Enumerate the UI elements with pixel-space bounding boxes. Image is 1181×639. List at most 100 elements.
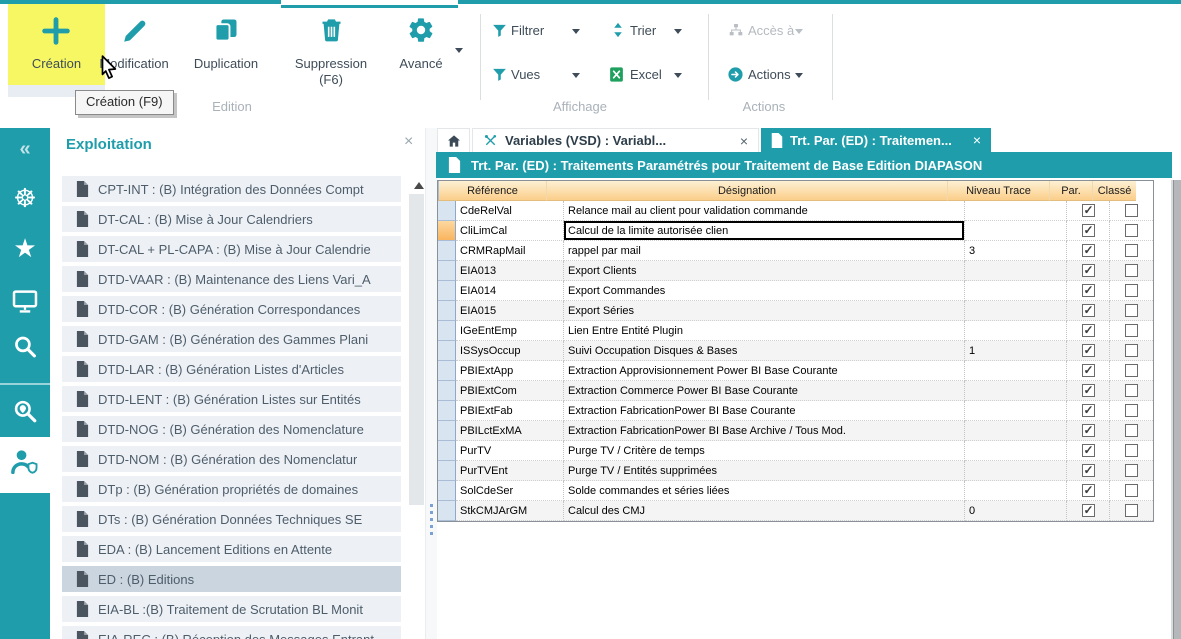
classe-checkbox[interactable] [1125, 404, 1138, 417]
classe-checkbox[interactable] [1125, 244, 1138, 257]
column-header-designation[interactable]: Désignation [547, 181, 948, 201]
cell-par[interactable] [1067, 361, 1110, 381]
collapse-sidebar-button[interactable]: « [19, 138, 31, 160]
suppression-button[interactable]: Suppression (F6) [288, 4, 374, 97]
search-location-icon[interactable] [12, 398, 38, 424]
cell-reference[interactable]: EIA013 [456, 261, 564, 281]
cell-designation[interactable]: Export Séries [564, 301, 965, 321]
cell-niveau-trace[interactable] [965, 281, 1067, 301]
classe-checkbox[interactable] [1125, 484, 1138, 497]
par-checkbox[interactable] [1081, 303, 1095, 317]
creation-button[interactable]: Création [8, 4, 105, 97]
par-checkbox[interactable] [1081, 363, 1095, 377]
row-selector[interactable] [438, 281, 456, 301]
row-selector[interactable] [438, 421, 456, 441]
row-selector[interactable] [438, 381, 456, 401]
cell-reference[interactable]: PBIExtApp [456, 361, 564, 381]
list-item[interactable]: DTD-COR : (B) Génération Correspondances [62, 296, 401, 322]
cell-designation[interactable]: Extraction Approvisionnement Power BI Ba… [564, 361, 965, 381]
cell-niveau-trace[interactable] [965, 301, 1067, 321]
cell-reference[interactable]: CdeRelVal [456, 201, 564, 221]
row-selector[interactable] [438, 261, 456, 281]
cell-classe[interactable] [1110, 361, 1153, 381]
par-checkbox[interactable] [1081, 223, 1095, 237]
classe-checkbox[interactable] [1125, 424, 1138, 437]
scroll-up-arrow[interactable] [414, 182, 424, 189]
list-item[interactable]: DTs : (B) Génération Données Techniques … [62, 506, 401, 532]
par-checkbox[interactable] [1081, 243, 1095, 257]
list-item-selected[interactable]: ED : (B) Editions [62, 566, 401, 592]
row-selector[interactable] [438, 301, 456, 321]
excel-dropdown-caret[interactable] [674, 73, 682, 78]
classe-checkbox[interactable] [1125, 324, 1138, 337]
par-checkbox[interactable] [1081, 463, 1095, 477]
tab-close-icon[interactable]: × [972, 132, 981, 148]
list-item[interactable]: DTD-NOM : (B) Génération des Nomenclatur [62, 446, 401, 472]
cell-reference[interactable]: PurTVEnt [456, 461, 564, 481]
tab-variables[interactable]: Variables (VSD) : Variabl... × [472, 128, 759, 152]
cell-reference[interactable]: IGeEntEmp [456, 321, 564, 341]
excel-button[interactable]: Excel [606, 64, 698, 86]
cell-designation[interactable]: Relance mail au client pour validation c… [564, 201, 965, 221]
tab-close-icon[interactable]: × [739, 132, 748, 149]
cell-reference[interactable]: SolCdeSer [456, 481, 564, 501]
tab-home[interactable] [437, 128, 470, 152]
panel-close-icon[interactable]: × [404, 133, 414, 150]
cell-classe[interactable] [1110, 301, 1153, 321]
row-selector[interactable] [438, 321, 456, 341]
cell-classe[interactable] [1110, 261, 1153, 281]
trier-dropdown-caret[interactable] [674, 29, 682, 34]
classe-checkbox[interactable] [1125, 384, 1138, 397]
filtrer-dropdown-caret[interactable] [572, 29, 580, 34]
list-item[interactable]: DTD-GAM : (B) Génération des Gammes Plan… [62, 326, 401, 352]
cell-classe[interactable] [1110, 321, 1153, 341]
classe-checkbox[interactable] [1125, 224, 1138, 237]
cell-designation[interactable]: Solde commandes et séries liées [564, 481, 965, 501]
cell-classe[interactable] [1110, 421, 1153, 441]
classe-checkbox[interactable] [1125, 204, 1138, 217]
cell-classe[interactable] [1110, 221, 1153, 241]
cell-niveau-trace[interactable]: 3 [965, 241, 1067, 261]
column-header-classe[interactable]: Classé [1093, 181, 1136, 201]
classe-checkbox[interactable] [1125, 264, 1138, 277]
row-selector[interactable] [438, 241, 456, 261]
cell-classe[interactable] [1110, 461, 1153, 481]
cell-niveau-trace[interactable] [965, 401, 1067, 421]
classe-checkbox[interactable] [1125, 304, 1138, 317]
duplication-button[interactable]: Duplication [186, 4, 266, 97]
cell-niveau-trace[interactable] [965, 201, 1067, 221]
cell-reference[interactable]: PBIExtCom [456, 381, 564, 401]
user-security-icon[interactable] [10, 448, 40, 474]
column-header-par[interactable]: Par. [1050, 181, 1093, 201]
cell-par[interactable] [1067, 261, 1110, 281]
favorites-star-icon[interactable]: ★ [13, 234, 37, 264]
row-selector[interactable] [438, 201, 456, 221]
cell-par[interactable] [1067, 201, 1110, 221]
cell-reference[interactable]: CliLimCal [456, 221, 564, 241]
cell-par[interactable] [1067, 341, 1110, 361]
cell-niveau-trace[interactable] [965, 221, 1067, 241]
cell-niveau-trace[interactable] [965, 321, 1067, 341]
cell-designation[interactable]: Purge TV / Entités supprimées [564, 461, 965, 481]
cell-classe[interactable] [1110, 241, 1153, 261]
cell-reference[interactable]: EIA014 [456, 281, 564, 301]
cell-designation[interactable]: Calcul des CMJ [564, 501, 965, 521]
cell-par[interactable] [1067, 241, 1110, 261]
cell-reference[interactable]: StkCMJArGM [456, 501, 564, 521]
cell-reference[interactable]: PurTV [456, 441, 564, 461]
cell-designation[interactable]: Export Commandes [564, 281, 965, 301]
cell-par[interactable] [1067, 381, 1110, 401]
cell-reference[interactable]: PBILctExMA [456, 421, 564, 441]
cell-classe[interactable] [1110, 341, 1153, 361]
cell-designation[interactable]: Extraction FabricationPower BI Base Arch… [564, 421, 965, 441]
row-selector-active[interactable] [438, 221, 456, 241]
cell-niveau-trace[interactable] [965, 461, 1067, 481]
list-item[interactable]: DT-CAL + PL-CAPA : (B) Mise à Jour Calen… [62, 236, 401, 262]
par-checkbox[interactable] [1081, 203, 1095, 217]
par-checkbox[interactable] [1081, 443, 1095, 457]
modules-wheel-icon[interactable]: ☸ [13, 184, 37, 214]
modification-button[interactable]: Modification [92, 4, 176, 97]
classe-checkbox[interactable] [1125, 504, 1138, 517]
cell-classe[interactable] [1110, 281, 1153, 301]
cell-par[interactable] [1067, 281, 1110, 301]
